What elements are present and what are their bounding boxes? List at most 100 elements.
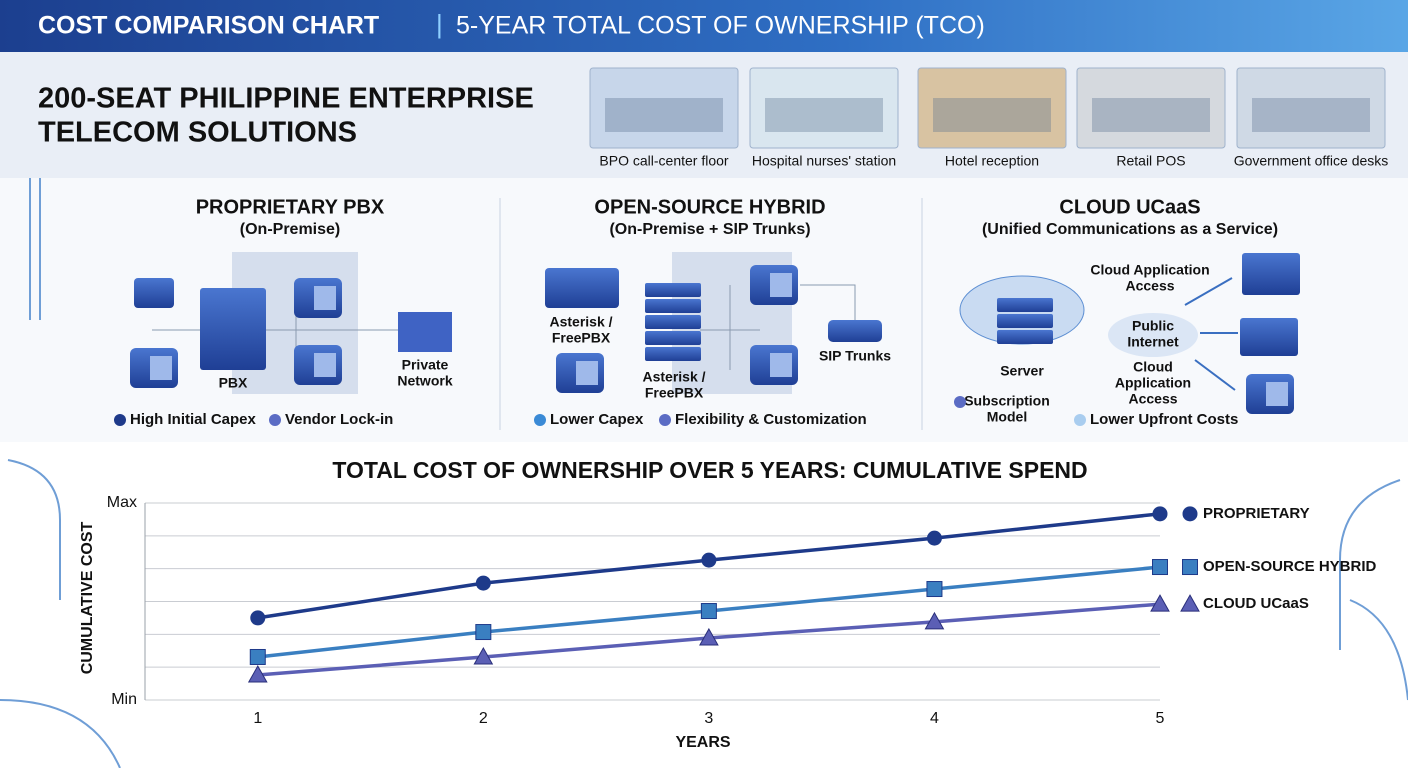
legend-marker: [1180, 594, 1200, 612]
diagram-label: Network: [397, 373, 452, 389]
phone-keypad: [150, 356, 172, 380]
scene-caption: Hotel reception: [945, 153, 1039, 169]
code-icon: [545, 268, 619, 308]
bullet-dot: [534, 414, 546, 426]
panel-title: CLOUD UCaaS: [1059, 196, 1200, 218]
header-subtitle: 5-YEAR TOTAL COST OF OWNERSHIP (TCO): [456, 12, 985, 40]
bullet-dot: [269, 414, 281, 426]
scene-photo: [1236, 67, 1386, 149]
scene-caption: BPO call-center floor: [599, 153, 728, 169]
bullet-text: Lower Upfront Costs: [1090, 411, 1238, 428]
photo-detail: [605, 98, 723, 132]
photo-detail: [765, 98, 883, 132]
connector: [1184, 277, 1238, 391]
phone-keypad: [1266, 382, 1288, 406]
x-tick-label: 3: [704, 710, 713, 727]
diagram-label: Public: [1132, 318, 1174, 334]
data-point: [699, 627, 719, 646]
diagram-label: Application: [1115, 375, 1191, 391]
photo-detail: [933, 98, 1051, 132]
legend-marker: [1182, 559, 1198, 576]
diagram-label: Asterisk /: [549, 314, 612, 330]
legend-marker: [1182, 506, 1198, 522]
sip-device: [828, 320, 882, 342]
x-tick-label: 2: [479, 710, 488, 727]
header-bar: [0, 0, 1408, 52]
scene-photo: [1076, 67, 1226, 149]
header-title: COST COMPARISON CHART: [38, 12, 379, 40]
chart-title: TOTAL COST OF OWNERSHIP OVER 5 YEARS: CU…: [332, 457, 1087, 483]
photo-detail: [1092, 98, 1210, 132]
panel-subtitle: (On-Premise): [240, 221, 340, 238]
scene-photo: [589, 67, 739, 149]
header-separator: |: [436, 9, 443, 39]
diagram-label: Private: [402, 357, 449, 373]
phone-keypad: [770, 353, 792, 377]
diagram-label: Asterisk /: [642, 369, 705, 385]
data-point: [247, 665, 268, 683]
x-tick-label: 1: [253, 710, 262, 727]
y-tick-label: Max: [107, 494, 137, 511]
panel-title: OPEN-SOURCE HYBRID: [594, 196, 825, 218]
diagram-label: Access: [1125, 278, 1174, 294]
x-tick-label: 4: [930, 710, 939, 727]
phone-keypad: [576, 361, 598, 385]
data-point: [475, 575, 491, 591]
bullet-text: Flexibility & Customization: [675, 411, 867, 428]
bullet-text: High Initial Capex: [130, 411, 257, 428]
diagram-label: PBX: [219, 375, 248, 391]
photo-detail: [1252, 98, 1370, 132]
bullet-dot: [114, 414, 126, 426]
server-icon: [645, 283, 701, 297]
legend-label: CLOUD UCaaS: [1203, 595, 1309, 612]
data-point: [473, 646, 494, 665]
diagram-label: Server: [1000, 363, 1044, 379]
server-icon: [997, 298, 1053, 312]
y-axis-label: CUMULATIVE COST: [79, 521, 96, 674]
x-axis-label: YEARS: [675, 734, 730, 751]
monitor-icon: [1242, 253, 1300, 295]
server-icon: [997, 314, 1053, 328]
data-point: [700, 603, 717, 620]
scene-caption: Retail POS: [1116, 153, 1185, 169]
x-tick-label: 5: [1156, 710, 1165, 727]
server-icon: [645, 315, 701, 329]
diagram-label: Access: [1128, 391, 1177, 407]
diagram-label: Internet: [1127, 334, 1179, 350]
phone-keypad: [314, 286, 336, 310]
lock-icon: [134, 278, 174, 308]
scene-photo: [749, 67, 899, 149]
panel-subtitle: (On-Premise + SIP Trunks): [609, 221, 810, 238]
diagram-label: FreePBX: [645, 385, 704, 401]
diagram-label: SIP Trunks: [819, 348, 891, 364]
bullet-dot: [954, 396, 966, 408]
bullet-text: Vendor Lock-in: [285, 411, 393, 428]
diagram-label: FreePBX: [552, 330, 611, 346]
scene-caption: Hospital nurses' station: [752, 153, 896, 169]
server-icon: [645, 331, 701, 345]
server-icon: [997, 330, 1053, 344]
firewall-icon: [398, 312, 452, 352]
y-tick-label: Min: [111, 691, 137, 708]
heading: TELECOM SOLUTIONS: [38, 117, 357, 149]
legend-label: PROPRIETARY: [1203, 505, 1310, 522]
data-point: [926, 581, 943, 598]
bullet-dot: [659, 414, 671, 426]
scene-photo: [917, 67, 1067, 149]
server-icon: [645, 299, 701, 313]
scene-photos: [589, 67, 1386, 149]
data-point: [250, 610, 266, 626]
phone-keypad: [770, 273, 792, 297]
data-point: [1152, 506, 1168, 522]
phone-keypad: [314, 353, 336, 377]
legend-label: OPEN-SOURCE HYBRID: [1203, 558, 1377, 575]
bullet-dot: [1074, 414, 1086, 426]
diagram-icons: [130, 252, 1300, 414]
pbx-server: [200, 288, 266, 370]
diagram-label: Cloud Application: [1090, 262, 1209, 278]
data-point: [924, 611, 945, 630]
internet-cloud: [1108, 313, 1198, 357]
panel-subtitle: (Unified Communications as a Service): [982, 221, 1278, 238]
